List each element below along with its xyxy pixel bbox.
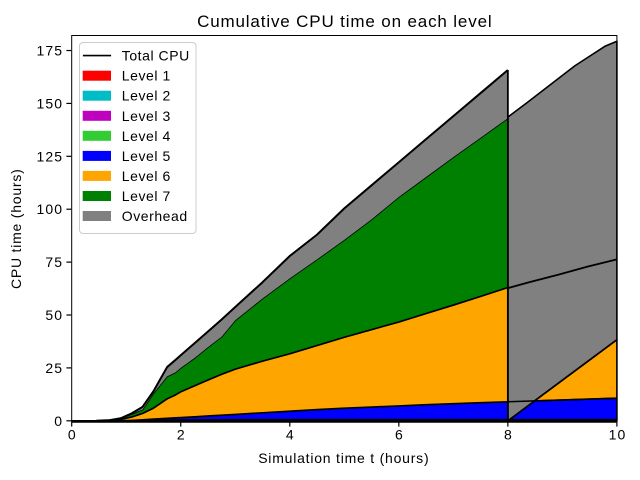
svg-text:25: 25 xyxy=(45,360,63,376)
svg-text:125: 125 xyxy=(37,148,64,164)
svg-text:Level 6: Level 6 xyxy=(122,168,171,184)
svg-text:Cumulative CPU time on each le: Cumulative CPU time on each level xyxy=(197,12,492,31)
svg-text:Level 2: Level 2 xyxy=(122,88,171,104)
svg-text:10: 10 xyxy=(609,427,627,443)
svg-text:0: 0 xyxy=(68,427,77,443)
svg-text:8: 8 xyxy=(504,427,513,443)
svg-text:75: 75 xyxy=(45,254,63,270)
svg-text:Total CPU: Total CPU xyxy=(122,48,190,64)
svg-text:6: 6 xyxy=(395,427,404,443)
svg-text:0: 0 xyxy=(54,413,63,429)
svg-text:2: 2 xyxy=(177,427,186,443)
svg-text:Simulation time t (hours): Simulation time t (hours) xyxy=(258,450,429,466)
svg-text:100: 100 xyxy=(37,201,64,217)
svg-text:Level 4: Level 4 xyxy=(122,128,171,144)
svg-text:Level 3: Level 3 xyxy=(122,108,171,124)
svg-text:Overhead: Overhead xyxy=(122,208,188,224)
svg-text:50: 50 xyxy=(45,307,63,323)
svg-text:175: 175 xyxy=(37,43,64,59)
svg-text:Level 5: Level 5 xyxy=(122,148,171,164)
svg-text:Level 1: Level 1 xyxy=(122,68,171,84)
svg-text:CPU time (hours): CPU time (hours) xyxy=(8,168,24,289)
svg-text:4: 4 xyxy=(286,427,295,443)
svg-text:150: 150 xyxy=(37,95,64,111)
svg-text:Level 7: Level 7 xyxy=(122,188,171,204)
